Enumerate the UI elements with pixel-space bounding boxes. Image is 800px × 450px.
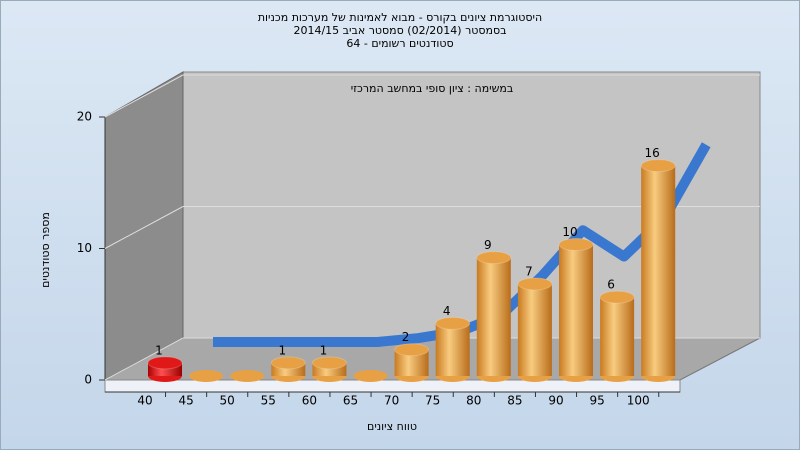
y-tick-label: 0 <box>84 373 92 387</box>
bar-top <box>599 290 635 304</box>
data-label: 1 <box>155 343 163 357</box>
x-tick-label: 95 <box>589 394 604 408</box>
data-label: 4 <box>443 304 451 318</box>
x-tick-label: 90 <box>548 394 563 408</box>
bar <box>476 257 511 376</box>
x-tick-label: 55 <box>261 394 276 408</box>
data-label: 2 <box>402 330 410 344</box>
x-tick-label: 65 <box>343 394 358 408</box>
y-axis-title: מספר סטודנטים <box>39 212 52 288</box>
grid-line <box>104 206 184 249</box>
x-tick-label: 70 <box>384 394 399 408</box>
bar-top <box>147 356 183 370</box>
bar <box>517 283 552 376</box>
x-tick-label: 60 <box>302 394 317 408</box>
x-tick-label: 85 <box>507 394 522 408</box>
bar-bottom <box>189 370 224 382</box>
bar-bottom <box>353 370 388 382</box>
x-axis-title: טווח ציונים <box>367 420 417 433</box>
grid-line <box>104 74 184 118</box>
chart-title: היסטוגרמת ציונים בקורס - מבוא לאמינות של… <box>258 11 542 24</box>
data-label: 10 <box>562 225 577 239</box>
bar-top <box>435 316 471 330</box>
data-label: 1 <box>320 343 328 357</box>
data-label: 16 <box>645 146 660 160</box>
bar-top <box>394 343 430 357</box>
bar <box>600 297 635 376</box>
bar-top <box>640 159 676 173</box>
bar-top <box>558 238 594 251</box>
x-tick-label: 45 <box>178 394 193 408</box>
x-tick-label: 80 <box>466 394 481 408</box>
bar <box>559 244 593 376</box>
data-label: 1 <box>278 343 286 357</box>
bar <box>435 323 470 376</box>
x-tick-label: 50 <box>220 394 235 408</box>
bar-top <box>476 251 512 265</box>
x-tick-label: 40 <box>137 394 152 408</box>
grid-line <box>104 337 184 381</box>
data-label: 9 <box>484 238 492 252</box>
y-tick-label: 20 <box>77 110 92 124</box>
data-label: 7 <box>525 264 533 278</box>
subtitle: במשימה : ציון סופי במחשב המרכזי <box>351 82 514 95</box>
x-tick-label: 75 <box>425 394 440 408</box>
x-tick-label: 100 <box>627 394 650 408</box>
bar <box>641 165 676 376</box>
bar-bottom <box>230 370 265 382</box>
side-wall <box>104 71 184 381</box>
bar-top <box>517 277 553 291</box>
data-label: 6 <box>607 278 615 292</box>
bar-top <box>311 356 347 370</box>
chart-title: בסמסטר (02/2014) סמסטר אביב 2014/15 <box>293 24 506 37</box>
bar-top <box>270 356 306 370</box>
chart-title: סטודנטים רשומים - 64 <box>346 37 453 50</box>
y-tick-label: 10 <box>77 241 92 255</box>
floor-edge <box>104 379 681 393</box>
